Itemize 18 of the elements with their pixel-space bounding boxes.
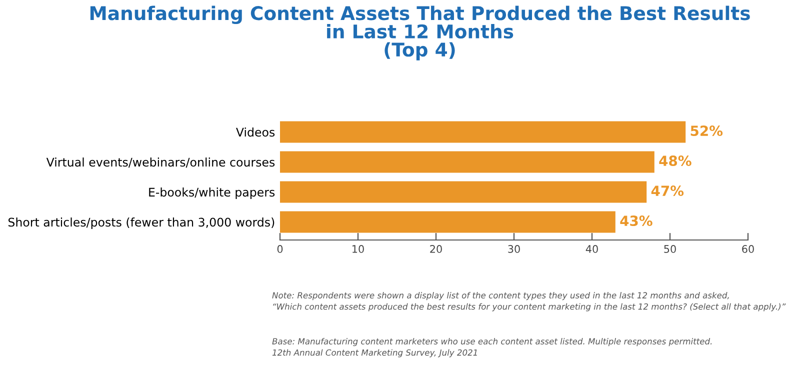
text: Note: Respondents were shown a display list of the content types they used in the last 12 months and asked, “Which content assets produced the best results for your content marketing in the last 12 months? (Select all that apply.)” (272, 292, 786, 312)
x-tick-label: 0 (277, 245, 283, 253)
y-tick-label: Virtual events/webinars/online courses (46, 158, 275, 168)
x-tick-label: 40 (586, 245, 598, 253)
x-tick-label: 60 (742, 245, 754, 253)
data-label: 43% (620, 216, 652, 226)
y-tick-label: E-books/white papers (149, 188, 275, 199)
data-label: 47% (651, 186, 684, 196)
x-tick-label: 50 (664, 245, 676, 253)
chart-title: Manufacturing Content Assets That Produced the Best Results in Last 12 Months (Top 4) (90, 6, 750, 60)
x-tick-label: 10 (352, 245, 364, 253)
x-tick-label: 30 (508, 245, 520, 253)
x-tick-label: 20 (430, 245, 442, 253)
y-tick-label: Short articles/posts (fewer than 3,000 words) (8, 218, 274, 229)
data-label: 48% (659, 156, 692, 166)
text: Base: Manufacturing content marketers who use each content asset listed. Multiple responses permitted. 12th Annual Content Marketing Survey, July 2021 (272, 338, 712, 358)
y-tick-label: Videos (236, 128, 275, 137)
data-label: 52% (690, 126, 723, 136)
